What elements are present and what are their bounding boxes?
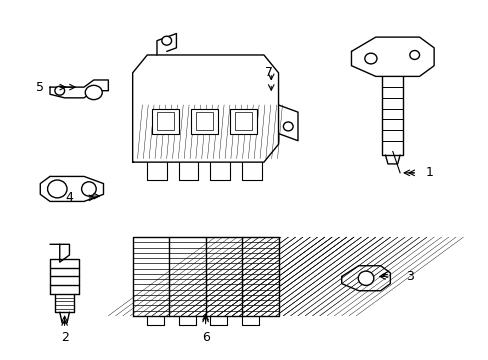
Ellipse shape xyxy=(85,85,102,100)
Text: 4: 4 xyxy=(65,192,73,204)
Ellipse shape xyxy=(55,86,64,95)
Ellipse shape xyxy=(162,36,171,45)
Bar xyxy=(157,112,174,130)
Bar xyxy=(152,109,179,134)
Text: 5: 5 xyxy=(36,81,44,94)
Text: 6: 6 xyxy=(201,331,209,344)
Text: 7: 7 xyxy=(264,66,272,79)
Bar xyxy=(196,112,212,130)
Ellipse shape xyxy=(409,50,419,59)
Ellipse shape xyxy=(283,122,292,131)
Ellipse shape xyxy=(47,180,67,198)
Text: 3: 3 xyxy=(405,270,413,283)
Bar xyxy=(229,109,256,134)
Ellipse shape xyxy=(81,182,96,196)
Text: 2: 2 xyxy=(61,331,68,344)
Bar xyxy=(191,109,217,134)
Ellipse shape xyxy=(364,53,376,64)
Text: 1: 1 xyxy=(425,166,432,179)
Ellipse shape xyxy=(358,271,373,285)
Bar xyxy=(234,112,251,130)
